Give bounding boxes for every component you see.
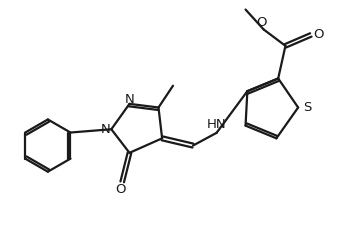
Text: N: N	[125, 93, 134, 106]
Text: HN: HN	[207, 118, 226, 132]
Text: O: O	[313, 29, 324, 41]
Text: O: O	[257, 16, 267, 30]
Text: O: O	[115, 183, 126, 196]
Text: S: S	[303, 101, 311, 114]
Text: N: N	[101, 123, 111, 136]
